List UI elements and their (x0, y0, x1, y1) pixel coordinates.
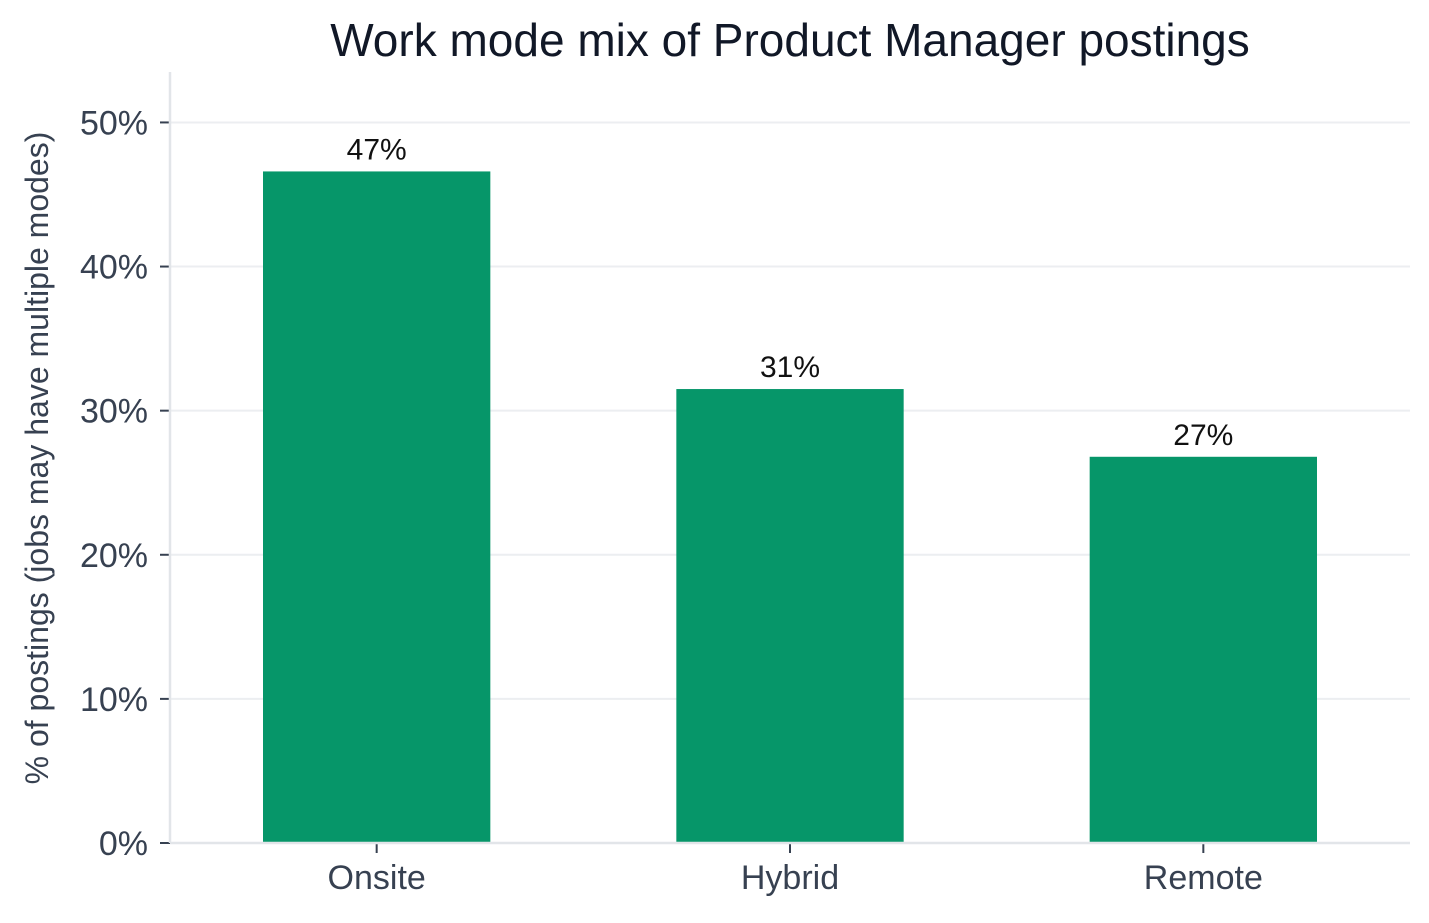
y-tick-label: 50% (80, 104, 148, 142)
data-label: 47% (347, 133, 407, 166)
y-tick-label: 40% (80, 249, 148, 287)
data-label: 27% (1173, 419, 1233, 452)
bar-remote (1089, 456, 1317, 843)
x-tick-label: Hybrid (741, 859, 839, 897)
data-label: 31% (760, 351, 820, 384)
bars (263, 171, 1317, 843)
bar-onsite (263, 171, 491, 843)
x-tick-label: Onsite (328, 859, 426, 897)
bar-hybrid (676, 389, 904, 843)
labels: 0% 10% 20% 30% 40% 50% Onsite 47% Hybrid 31% Remot… (80, 104, 1263, 897)
x-tick-label: Remote (1144, 859, 1263, 897)
y-tick-label: 0% (99, 825, 148, 863)
axes (160, 72, 1410, 853)
y-tick-label: 20% (80, 537, 148, 575)
chart-title: Work mode mix of Product Manager posting… (330, 14, 1250, 66)
y-tick-label: 10% (80, 681, 148, 719)
y-axis-label: % of postings (jobs may have multiple mo… (19, 132, 55, 785)
y-tick-label: 30% (80, 393, 148, 431)
